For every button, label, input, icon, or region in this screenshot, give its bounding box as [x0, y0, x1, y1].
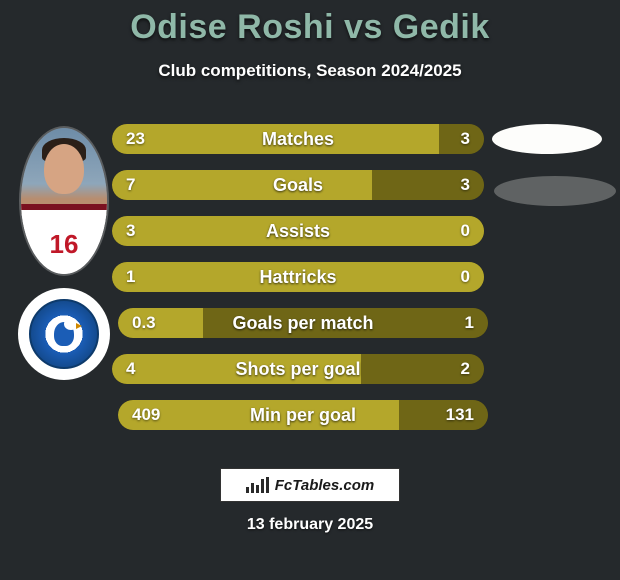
footer-brand-badge[interactable]: FcTables.com — [220, 468, 400, 502]
date-label: 13 february 2025 — [0, 516, 620, 534]
comparison-card: Odise Roshi vs Gedik Club competitions, … — [0, 0, 620, 580]
stat-label: Matches — [112, 124, 484, 154]
footer-brand-text: FcTables.com — [275, 477, 374, 494]
stat-value-right: 0 — [461, 262, 470, 292]
stat-value-right: 2 — [461, 354, 470, 384]
stat-row: Goals7 3 — [112, 170, 484, 200]
stat-value-left: 3 — [126, 216, 135, 246]
chart-icon — [246, 477, 269, 493]
stat-value-right: 3 — [461, 170, 470, 200]
stat-row: Hattricks1 0 — [112, 262, 484, 292]
page-subtitle: Club competitions, Season 2024/2025 — [0, 61, 620, 81]
stat-label: Shots per goal — [112, 354, 484, 384]
stat-value-left: 23 — [126, 124, 145, 154]
player2-club-badge — [18, 288, 110, 380]
eagle-icon — [46, 316, 82, 352]
shield-ring — [29, 299, 99, 369]
stat-rows: Matches233Goals73Assists30Hattricks10Goa… — [112, 124, 484, 446]
stat-label: Hattricks — [112, 262, 484, 292]
stat-value-left: 409 — [132, 400, 160, 430]
player1-silhouette: 16 — [21, 126, 107, 274]
stat-value-right: 1 — [465, 308, 474, 338]
player1-jersey-number: 16 — [50, 229, 79, 260]
stat-value-right: 0 — [461, 216, 470, 246]
stat-value-left: 0.3 — [132, 308, 156, 338]
page-title: Odise Roshi vs Gedik — [0, 8, 620, 47]
stat-value-left: 4 — [126, 354, 135, 384]
jersey-stripe — [21, 204, 107, 210]
player1-head — [44, 144, 84, 194]
stat-value-left: 1 — [126, 262, 135, 292]
club-shield-icon — [29, 299, 99, 369]
stat-value-right: 131 — [446, 400, 474, 430]
stat-row: Min per goal409 131 — [118, 400, 488, 430]
stat-label: Goals per match — [118, 308, 488, 338]
player1-jersey: 16 — [21, 204, 107, 274]
eagle-beak — [76, 323, 82, 329]
stat-row: Assists3 0 — [112, 216, 484, 246]
right-ellipse-1 — [492, 124, 602, 154]
stat-row: Matches23 3 — [112, 124, 484, 154]
stat-label: Min per goal — [118, 400, 488, 430]
stat-label: Goals — [112, 170, 484, 200]
stat-row: Shots per goal4 2 — [112, 354, 484, 384]
avatar-column: 16 — [14, 126, 114, 380]
stat-value-left: 7 — [126, 170, 135, 200]
stat-label: Assists — [112, 216, 484, 246]
right-ellipse-2 — [494, 176, 616, 206]
stat-row: Goals per match0.3 1 — [118, 308, 488, 338]
player1-avatar: 16 — [19, 126, 109, 276]
stat-value-right: 3 — [461, 124, 470, 154]
